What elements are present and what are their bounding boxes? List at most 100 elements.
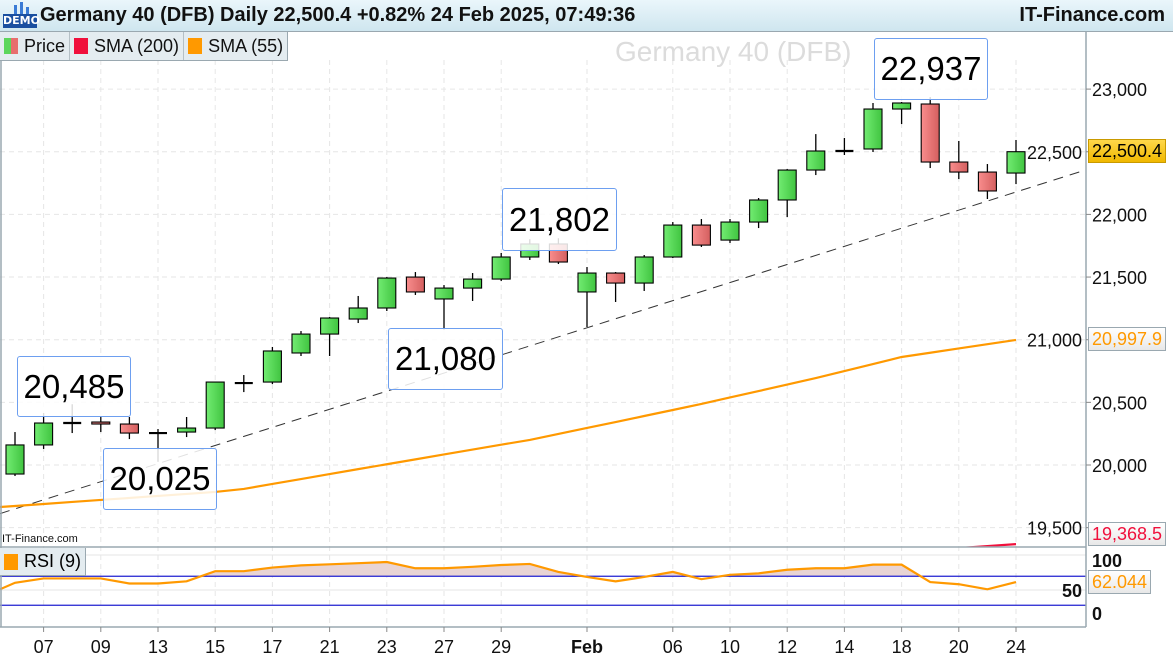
x-tick-label: Feb (571, 637, 603, 657)
candle (691, 219, 711, 247)
brand-label: IT-Finance.com (1019, 4, 1165, 26)
y-tick-label: 19,500 (1027, 519, 1082, 539)
candle-body (606, 272, 626, 284)
candle-body (463, 278, 483, 289)
candle-body (892, 102, 912, 110)
candle-body (1006, 151, 1026, 174)
candle (91, 417, 111, 433)
legend-item-sma200[interactable]: SMA (200) (70, 32, 185, 60)
rsi-swatch-icon (4, 553, 18, 570)
rsi-panel (0, 560, 1086, 606)
legend-label: SMA (55) (208, 35, 284, 56)
candle-body (262, 350, 282, 383)
rsi-y-tick-label: 50 (1062, 581, 1082, 601)
legend-item-sma55[interactable]: SMA (55) (184, 32, 287, 60)
candle-body (491, 256, 511, 280)
candle-body (348, 307, 368, 320)
candle (806, 134, 826, 176)
candle (491, 252, 511, 282)
annotation-high-22937: 22,937 (874, 38, 988, 100)
y-tick-label: 22,500 (1027, 143, 1082, 163)
x-tick-label: 24 (1006, 637, 1026, 657)
annotation-low-21080: 21,080 (388, 328, 503, 390)
sma200-value-badge: 19,368.5 (1088, 522, 1167, 546)
bar-chart-icon (14, 2, 29, 14)
x-tick-label: 14 (834, 637, 854, 657)
candle (977, 164, 997, 199)
price-panel (0, 96, 1086, 547)
candle-body (177, 427, 197, 433)
candle-body (434, 287, 454, 300)
x-tick-label: 07 (34, 637, 54, 657)
candle (606, 272, 626, 302)
candle-body (377, 277, 397, 309)
candle-body (777, 169, 797, 201)
watermark: Germany 40 (DFB) (615, 36, 852, 67)
y-tick-label: 23,000 (1092, 80, 1147, 100)
candle-body (320, 317, 340, 335)
source-label: IT-Finance.com (2, 533, 78, 545)
sma55-value-badge: 20,997.9 (1088, 327, 1167, 351)
candle-body (749, 199, 769, 223)
candle-body (205, 381, 225, 429)
x-tick-label: 15 (205, 637, 225, 657)
y-tick-label: 20,500 (1092, 393, 1147, 413)
candle (177, 417, 197, 438)
candle-body (405, 276, 425, 293)
candle-body (863, 108, 883, 150)
candle (920, 96, 940, 169)
x-tick-label: 13 (148, 637, 168, 657)
x-tick-label: 29 (491, 637, 511, 657)
candle (405, 272, 425, 295)
legend-item-price[interactable]: Price (0, 32, 71, 60)
candle-body (119, 423, 139, 434)
candle-body (806, 150, 826, 171)
price-swatch-icon (4, 38, 18, 54)
candle (835, 137, 854, 156)
candle (463, 273, 483, 301)
candle (720, 219, 740, 243)
candle (205, 381, 225, 431)
x-tick-label: 17 (262, 637, 282, 657)
candle-body (634, 256, 654, 284)
candle (34, 413, 54, 449)
rsi-legend[interactable]: RSI (9) (0, 548, 87, 576)
y-tick-label: 21,000 (1027, 331, 1082, 351)
demo-badge: DEMO (3, 14, 40, 28)
x-tick-label: 27 (434, 637, 454, 657)
sma200-swatch-icon (74, 38, 89, 54)
candle (892, 102, 912, 125)
x-tick-label: 12 (777, 637, 797, 657)
candle (663, 222, 683, 259)
annotation-low-20025: 20,025 (103, 448, 217, 510)
candle-body (34, 422, 54, 446)
candle (5, 432, 25, 477)
rsi-legend-label: RSI (9) (24, 551, 82, 571)
candle (949, 140, 969, 180)
candle (863, 103, 883, 153)
y-tick-label: 21,500 (1092, 268, 1147, 288)
annotation-high-20485: 20,485 (17, 356, 131, 417)
x-tick-label: 10 (720, 637, 740, 657)
candle-body (91, 421, 111, 425)
annotation-high-21802: 21,802 (502, 188, 617, 251)
candle (1006, 139, 1026, 185)
rsi-y-tick-label: 0 (1092, 604, 1102, 624)
y-tick-label: 22,000 (1092, 205, 1147, 225)
candle (348, 295, 368, 324)
demo-chart-icon: DEMO (3, 2, 40, 29)
candle (262, 346, 282, 385)
candle-body (720, 221, 740, 241)
candle (291, 331, 311, 356)
candle-body (291, 333, 311, 354)
rsi-y-tick-label: 100 (1092, 551, 1122, 571)
candle (377, 277, 397, 312)
candle-body (577, 272, 597, 293)
last-price-badge: 22,500.4 (1088, 139, 1167, 163)
axes: 19,500 20,000 20,500 21,000 21,500 22,000 22,5… (0, 32, 1147, 657)
rsi-value-badge: 62.044 (1088, 570, 1152, 594)
rsi-line (0, 560, 1017, 591)
x-tick-label: 09 (91, 637, 111, 657)
chart-title: Germany 40 (DFB) Daily 22,500.4 +0.82% 2… (40, 4, 636, 26)
